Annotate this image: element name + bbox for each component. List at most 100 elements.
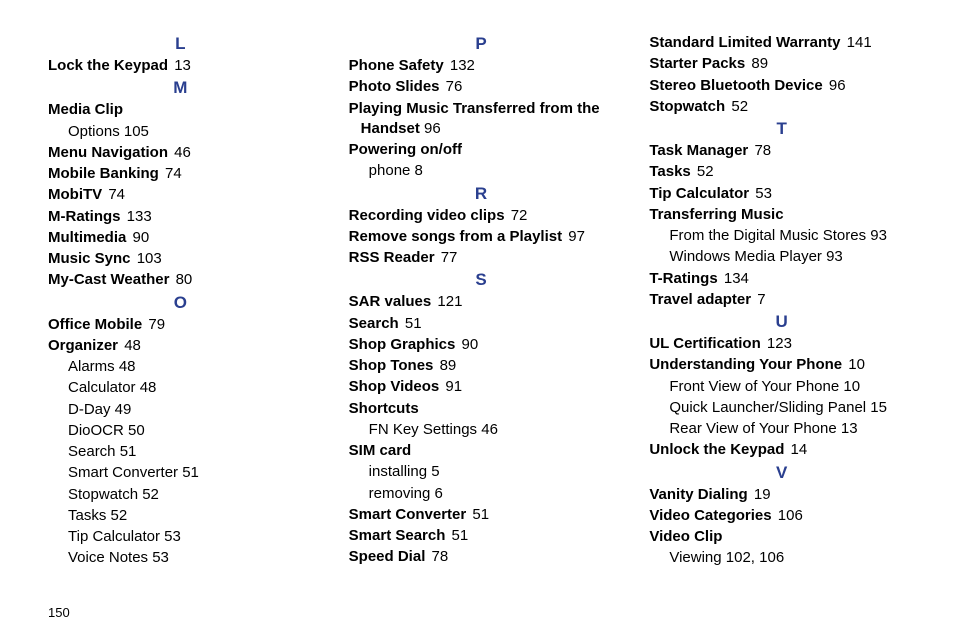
index-term: Smart Search <box>349 527 446 544</box>
index-entry: Office Mobile 79 <box>48 315 313 335</box>
index-entry: UL Certification 123 <box>649 334 914 354</box>
index-sub-label: Rear View of Your Phone <box>669 420 836 437</box>
index-term: Stopwatch <box>649 98 725 115</box>
index-term: Speed Dial <box>349 548 426 565</box>
index-sub-label: Tasks <box>68 507 106 524</box>
index-term: Video Categories <box>649 507 771 524</box>
index-page-ref: 77 <box>437 249 458 266</box>
index-page-ref: 91 <box>441 378 462 395</box>
index-entry: Remove songs from a Playlist 97 <box>349 227 614 247</box>
index-subentry: Rear View of Your Phone 13 <box>649 419 914 439</box>
index-page-ref: 51 <box>468 506 489 523</box>
index-page-ref: 78 <box>427 548 448 565</box>
index-term: Menu Navigation <box>48 144 168 161</box>
index-page-ref: 79 <box>144 316 165 333</box>
index-term: Understanding Your Phone <box>649 356 842 373</box>
index-term: Unlock the Keypad <box>649 441 784 458</box>
index-entry: Shop Graphics 90 <box>349 335 614 355</box>
index-subentry: phone 8 <box>349 161 614 181</box>
index-page-ref: 14 <box>786 441 807 458</box>
index-term: Office Mobile <box>48 316 142 333</box>
index-entry: Stereo Bluetooth Device 96 <box>649 76 914 96</box>
index-entry: Phone Safety 132 <box>349 56 614 76</box>
index-page-ref: 96 <box>825 77 846 94</box>
index-term: Music Sync <box>48 250 131 267</box>
index-page-ref: 52 <box>693 163 714 180</box>
index-entry: Shop Videos 91 <box>349 377 614 397</box>
index-term: Transferring Music <box>649 206 783 223</box>
index-entry: SAR values 121 <box>349 292 614 312</box>
index-term: Vanity Dialing <box>649 486 747 503</box>
index-term: Stereo Bluetooth Device <box>649 77 822 94</box>
index-sub-label: Quick Launcher/Sliding Panel <box>669 399 866 416</box>
index-term: Standard Limited Warranty <box>649 34 840 51</box>
index-sub-label: Stopwatch <box>68 486 138 503</box>
index-subentry: removing 6 <box>349 484 614 504</box>
index-page: LLock the Keypad 13MMedia ClipOptions 10… <box>0 0 954 590</box>
index-entry: Starter Packs 89 <box>649 54 914 74</box>
index-page-ref: 46 <box>477 421 498 438</box>
index-subentry: Alarms 48 <box>48 357 313 377</box>
index-entry: Search 51 <box>349 314 614 334</box>
index-subentry: Voice Notes 53 <box>48 548 313 568</box>
index-entry: Understanding Your Phone 10 <box>649 355 914 375</box>
section-letter: P <box>349 34 614 54</box>
index-term: Mobile Banking <box>48 165 159 182</box>
index-page-ref: 89 <box>435 357 456 374</box>
index-page-ref: 10 <box>839 378 860 395</box>
index-sub-label: Alarms <box>68 358 115 375</box>
index-page-ref: 121 <box>433 293 462 310</box>
section-letter: R <box>349 184 614 204</box>
index-page-ref: 72 <box>507 207 528 224</box>
index-page-ref: 106 <box>774 507 803 524</box>
index-page-ref: 105 <box>120 123 149 140</box>
index-page-ref: 132 <box>446 57 475 74</box>
index-entry: M-Ratings 133 <box>48 207 313 227</box>
index-sub-label: FN Key Settings <box>369 421 477 438</box>
index-page-ref: 51 <box>116 443 137 460</box>
index-page-ref: 97 <box>564 228 585 245</box>
index-page-ref: 53 <box>148 549 169 566</box>
index-sub-label: Windows Media Player <box>669 248 822 265</box>
index-sub-label: Smart Converter <box>68 464 178 481</box>
index-entry: Video Clip <box>649 527 914 547</box>
index-sub-label: Search <box>68 443 116 460</box>
index-subentry: Options 105 <box>48 122 313 142</box>
index-sub-label: D-Day <box>68 401 111 418</box>
index-term: SAR values <box>349 293 432 310</box>
index-page-ref: 13 <box>837 420 858 437</box>
index-term: Tip Calculator <box>649 185 749 202</box>
index-sub-label: Viewing <box>669 549 721 566</box>
index-term: Shortcuts <box>349 400 419 417</box>
index-entry: Organizer 48 <box>48 336 313 356</box>
index-sub-label: Front View of Your Phone <box>669 378 839 395</box>
index-page-ref: 49 <box>111 401 132 418</box>
index-sub-label: DioOCR <box>68 422 124 439</box>
index-page-ref: 52 <box>138 486 159 503</box>
index-page-ref: 76 <box>442 78 463 95</box>
index-entry: Standard Limited Warranty 141 <box>649 33 914 53</box>
index-page-ref: 90 <box>457 336 478 353</box>
index-page-ref: 8 <box>410 162 423 179</box>
index-page-ref: 5 <box>427 463 440 480</box>
index-term: Tasks <box>649 163 690 180</box>
index-entry: Music Sync 103 <box>48 249 313 269</box>
index-page-ref: 48 <box>136 379 157 396</box>
section-letter: S <box>349 270 614 290</box>
index-page-ref: 50 <box>124 422 145 439</box>
index-sub-label: Voice Notes <box>68 549 148 566</box>
index-entry: Powering on/off <box>349 140 614 160</box>
index-term: Multimedia <box>48 229 126 246</box>
index-entry: MobiTV 74 <box>48 185 313 205</box>
index-entry: Tip Calculator 53 <box>649 184 914 204</box>
index-page-ref: 123 <box>763 335 792 352</box>
index-entry: RSS Reader 77 <box>349 248 614 268</box>
index-page-ref: 103 <box>133 250 162 267</box>
index-subentry: Search 51 <box>48 442 313 462</box>
index-term: MobiTV <box>48 186 102 203</box>
index-term: Video Clip <box>649 528 722 545</box>
index-term: My-Cast Weather <box>48 271 169 288</box>
index-entry: SIM card <box>349 441 614 461</box>
index-term: RSS Reader <box>349 249 435 266</box>
index-term: Search <box>349 315 399 332</box>
